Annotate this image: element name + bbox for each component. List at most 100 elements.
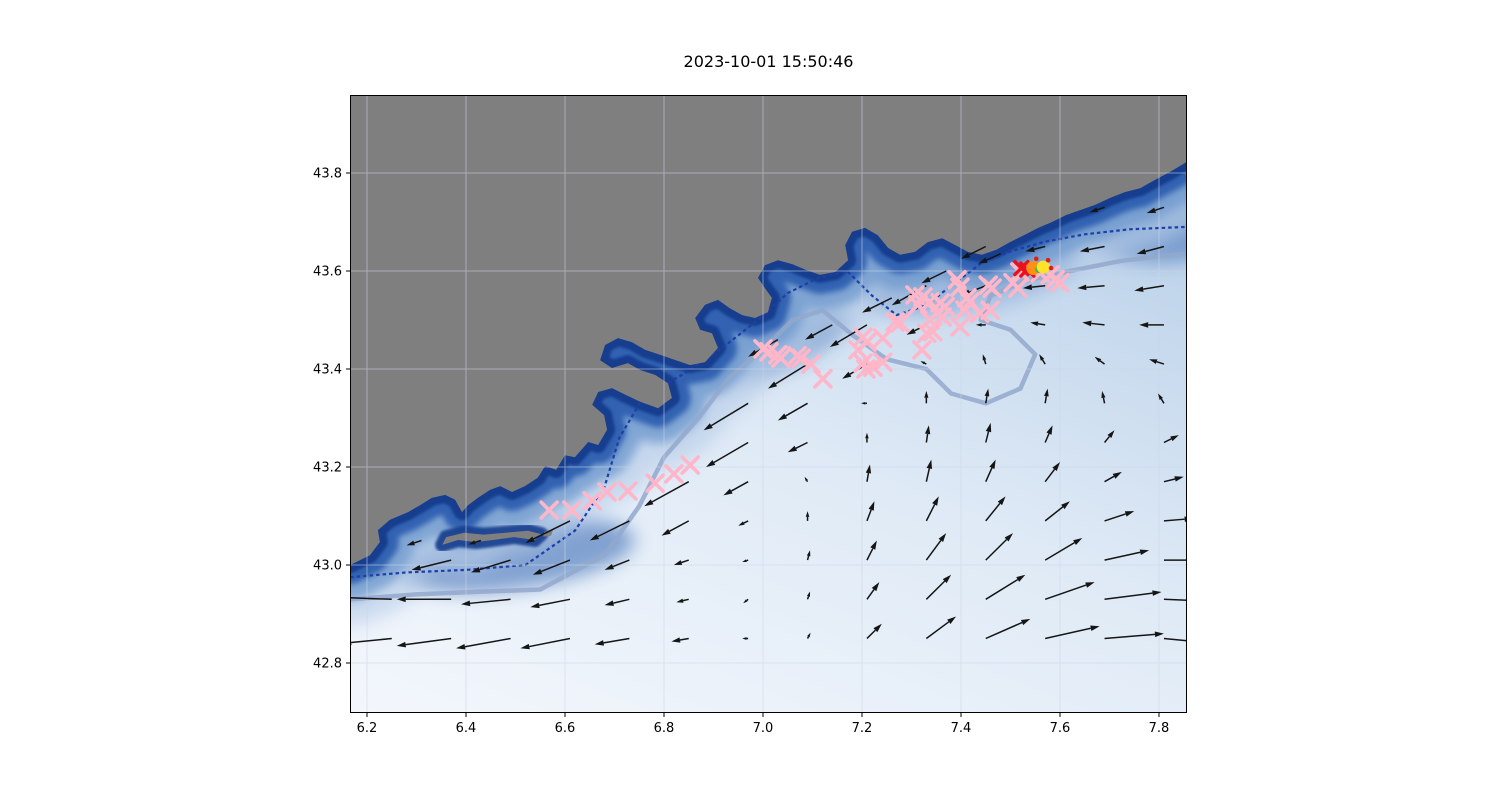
current-arrow bbox=[1044, 627, 1091, 640]
pink-x-marker bbox=[848, 340, 868, 360]
current-arrow bbox=[806, 596, 810, 600]
pink-x-marker bbox=[813, 369, 833, 389]
current-arrowhead bbox=[891, 298, 901, 306]
current-arrow bbox=[1097, 206, 1105, 211]
pink-x-marker bbox=[791, 348, 811, 369]
current-arrowhead bbox=[1052, 462, 1060, 471]
y-tick-label: 43.4 bbox=[313, 363, 342, 378]
current-arrowhead bbox=[1039, 354, 1045, 361]
current-arrowhead bbox=[1200, 557, 1209, 563]
current-arrowhead bbox=[1184, 516, 1187, 522]
current-arrowhead bbox=[924, 425, 931, 435]
pink-x-marker bbox=[1008, 278, 1028, 298]
current-arrow bbox=[540, 559, 571, 573]
current-arrowhead bbox=[807, 632, 811, 638]
current-arrow bbox=[613, 598, 630, 604]
current-arrow bbox=[924, 362, 927, 365]
current-arrow bbox=[1037, 322, 1046, 326]
current-arrowhead bbox=[1139, 549, 1150, 555]
gridlines bbox=[350, 95, 1187, 713]
current-arrow bbox=[469, 598, 511, 605]
current-arrow bbox=[1163, 518, 1185, 522]
x-tick-label: 7.8 bbox=[1149, 721, 1170, 736]
y-tick-label: 43.8 bbox=[313, 167, 342, 182]
current-arrowhead bbox=[470, 567, 481, 573]
current-arrow bbox=[985, 502, 1001, 522]
current-arrowhead bbox=[742, 637, 747, 640]
current-arrow bbox=[713, 441, 749, 464]
pink-x-marker bbox=[970, 303, 990, 323]
current-arrowhead bbox=[723, 488, 733, 496]
current-arrow bbox=[603, 637, 630, 644]
current-arrow bbox=[1154, 206, 1165, 212]
current-arrowhead bbox=[1139, 322, 1149, 328]
current-arrowhead bbox=[1077, 284, 1087, 291]
current-arrowhead bbox=[921, 276, 931, 284]
current-arrowhead bbox=[1079, 246, 1090, 253]
current-arrowhead bbox=[984, 388, 990, 397]
current-arrow bbox=[710, 402, 749, 427]
current-arrow bbox=[597, 520, 630, 538]
current-arrowhead bbox=[644, 499, 654, 507]
current-arrowhead bbox=[406, 540, 415, 546]
current-arrowhead bbox=[396, 596, 406, 603]
current-arrowhead bbox=[411, 565, 421, 571]
current-arrow bbox=[1156, 360, 1165, 365]
current-arrow bbox=[351, 637, 392, 644]
plot-border bbox=[350, 95, 1187, 713]
current-arrowhead bbox=[975, 323, 982, 327]
pink-x-marker bbox=[890, 313, 910, 333]
current-arrowhead bbox=[938, 533, 947, 543]
current-arrow bbox=[1044, 584, 1087, 601]
red-dot-marker bbox=[1045, 257, 1051, 263]
current-arrowhead bbox=[1174, 476, 1184, 482]
pink-x-marker bbox=[912, 340, 932, 360]
current-arrowhead bbox=[1136, 248, 1147, 255]
pink-x-marker bbox=[872, 352, 893, 372]
current-arrow bbox=[1031, 284, 1046, 288]
current-arrowhead bbox=[468, 540, 476, 545]
current-arrowhead bbox=[703, 423, 713, 431]
current-arrow bbox=[1099, 360, 1105, 365]
current-arrow bbox=[1163, 637, 1187, 642]
current-arrow bbox=[679, 637, 689, 641]
contour-dashed-navy bbox=[350, 225, 1187, 579]
current-arrowhead bbox=[1073, 538, 1083, 546]
pink-x-marker bbox=[872, 328, 893, 348]
current-arrowhead bbox=[671, 637, 681, 643]
current-arrow bbox=[929, 270, 947, 280]
current-arrowhead bbox=[842, 371, 852, 379]
current-arrowhead bbox=[456, 643, 466, 650]
current-arrowhead bbox=[337, 595, 346, 601]
current-arrow bbox=[866, 629, 876, 640]
current-arrowhead bbox=[1020, 618, 1031, 626]
current-arrowhead bbox=[926, 459, 933, 470]
current-arrowhead bbox=[942, 574, 952, 584]
x-tick-label: 6.2 bbox=[357, 721, 378, 736]
pink-x-marker bbox=[950, 317, 970, 337]
pink-x-marker bbox=[885, 312, 905, 332]
pink-x-marker bbox=[680, 455, 701, 475]
current-arrow bbox=[612, 559, 630, 568]
current-arrowhead bbox=[961, 252, 971, 259]
current-arrow bbox=[529, 637, 571, 648]
current-arrow bbox=[1091, 322, 1105, 326]
current-arrowhead bbox=[862, 306, 872, 313]
current-arrowhead bbox=[1085, 582, 1095, 588]
current-arrow bbox=[806, 479, 809, 483]
pink-x-marker bbox=[618, 481, 638, 501]
current-arrowhead bbox=[982, 354, 987, 361]
current-arrow bbox=[925, 468, 931, 482]
current-arrow bbox=[795, 441, 808, 449]
current-arrowhead bbox=[1149, 359, 1158, 365]
pink-x-marker bbox=[980, 300, 1001, 320]
current-arrowhead bbox=[1030, 321, 1039, 327]
pink-x-marker bbox=[771, 348, 791, 369]
current-arrow bbox=[350, 597, 392, 601]
pink-x-marker bbox=[664, 464, 684, 484]
current-arrowhead bbox=[676, 598, 684, 603]
pink-x-marker bbox=[982, 278, 1002, 298]
red-dot-marker bbox=[1033, 256, 1039, 262]
current-arrow bbox=[1044, 542, 1075, 561]
current-arrow bbox=[866, 548, 874, 561]
